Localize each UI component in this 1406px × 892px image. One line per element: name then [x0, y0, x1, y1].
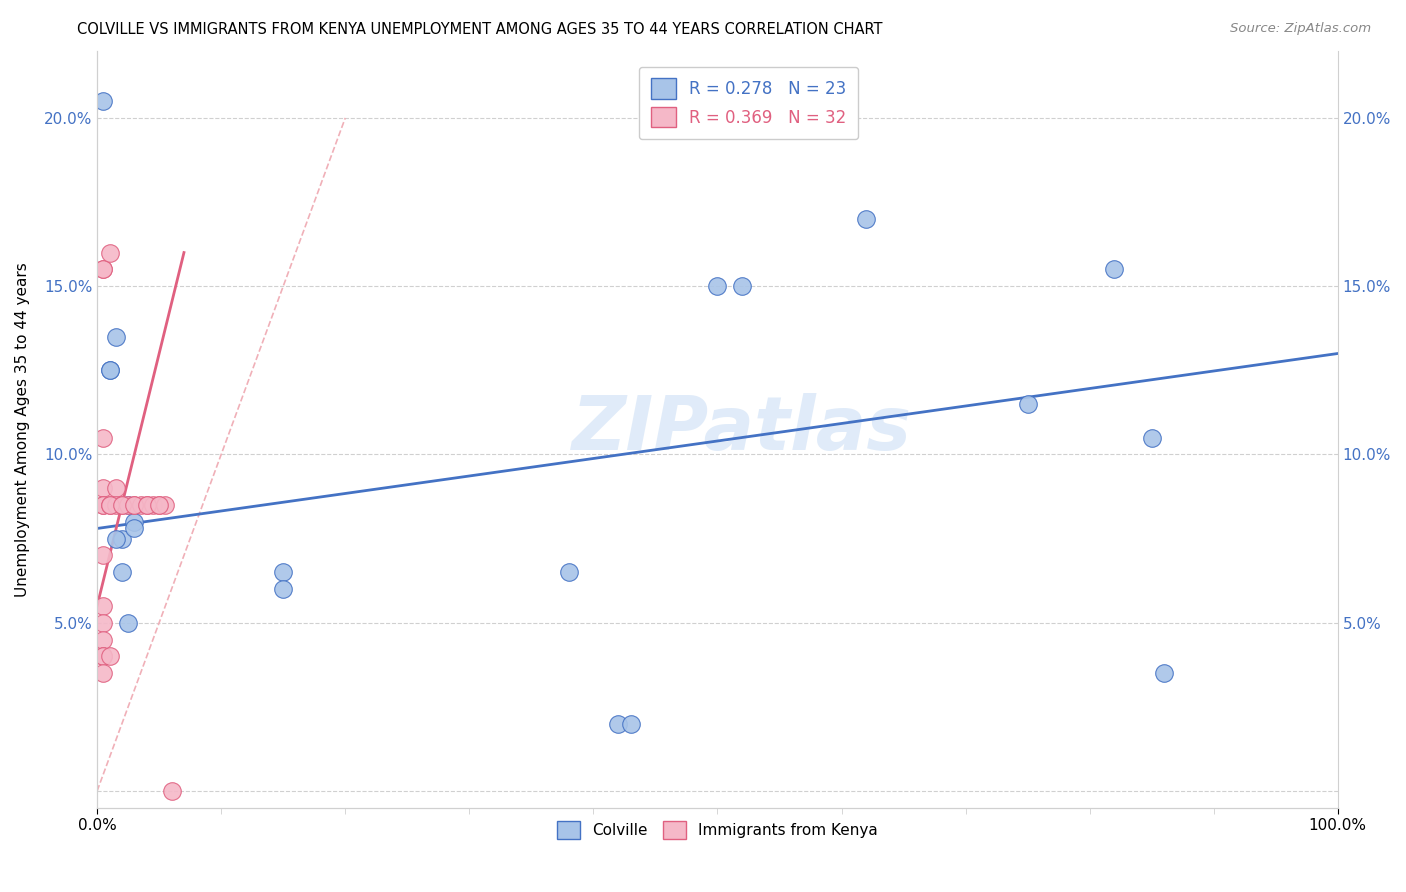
Point [117, 615, 139, 630]
Point [104, 532, 127, 546]
Point [1017, 397, 1039, 411]
Point [91, 649, 114, 664]
Point [148, 498, 170, 512]
Point [142, 498, 165, 512]
Point [148, 498, 170, 512]
Point [104, 481, 127, 495]
Y-axis label: Unemployment Among Ages 35 to 44 years: Unemployment Among Ages 35 to 44 years [15, 262, 30, 597]
Point [91, 549, 114, 563]
Point [117, 498, 139, 512]
Point [91, 649, 114, 664]
Point [91, 94, 114, 108]
Point [91, 481, 114, 495]
Point [91, 262, 114, 277]
Text: Source: ZipAtlas.com: Source: ZipAtlas.com [1230, 22, 1371, 36]
Text: ZIPatlas: ZIPatlas [572, 392, 912, 466]
Point [124, 515, 146, 529]
Point [104, 329, 127, 343]
Point [855, 211, 877, 226]
Point [1104, 262, 1126, 277]
Point [98, 363, 121, 377]
Point [607, 716, 630, 731]
Point [271, 582, 294, 596]
Point [117, 498, 139, 512]
Point [271, 565, 294, 579]
Point [98, 363, 121, 377]
Legend: Colville, Immigrants from Kenya: Colville, Immigrants from Kenya [551, 814, 884, 846]
Point [706, 279, 728, 293]
Point [124, 498, 146, 512]
Point [1153, 666, 1175, 681]
Point [124, 498, 146, 512]
Point [557, 565, 579, 579]
Point [98, 498, 121, 512]
Point [129, 498, 152, 512]
Point [135, 498, 157, 512]
Point [91, 431, 114, 445]
Point [135, 498, 157, 512]
Point [91, 615, 114, 630]
Point [124, 521, 146, 535]
Point [91, 498, 114, 512]
Point [731, 279, 754, 293]
Text: COLVILLE VS IMMIGRANTS FROM KENYA UNEMPLOYMENT AMONG AGES 35 TO 44 YEARS CORRELA: COLVILLE VS IMMIGRANTS FROM KENYA UNEMPL… [77, 22, 883, 37]
Point [91, 632, 114, 647]
Point [91, 498, 114, 512]
Point [160, 784, 183, 798]
Point [620, 716, 643, 731]
Point [1140, 431, 1163, 445]
Point [98, 245, 121, 260]
Point [111, 532, 134, 546]
Point [98, 498, 121, 512]
Point [111, 498, 134, 512]
Point [104, 498, 127, 512]
Point [91, 262, 114, 277]
Point [155, 498, 177, 512]
Point [111, 565, 134, 579]
Point [111, 498, 134, 512]
Point [91, 666, 114, 681]
Point [98, 649, 121, 664]
Point [91, 599, 114, 613]
